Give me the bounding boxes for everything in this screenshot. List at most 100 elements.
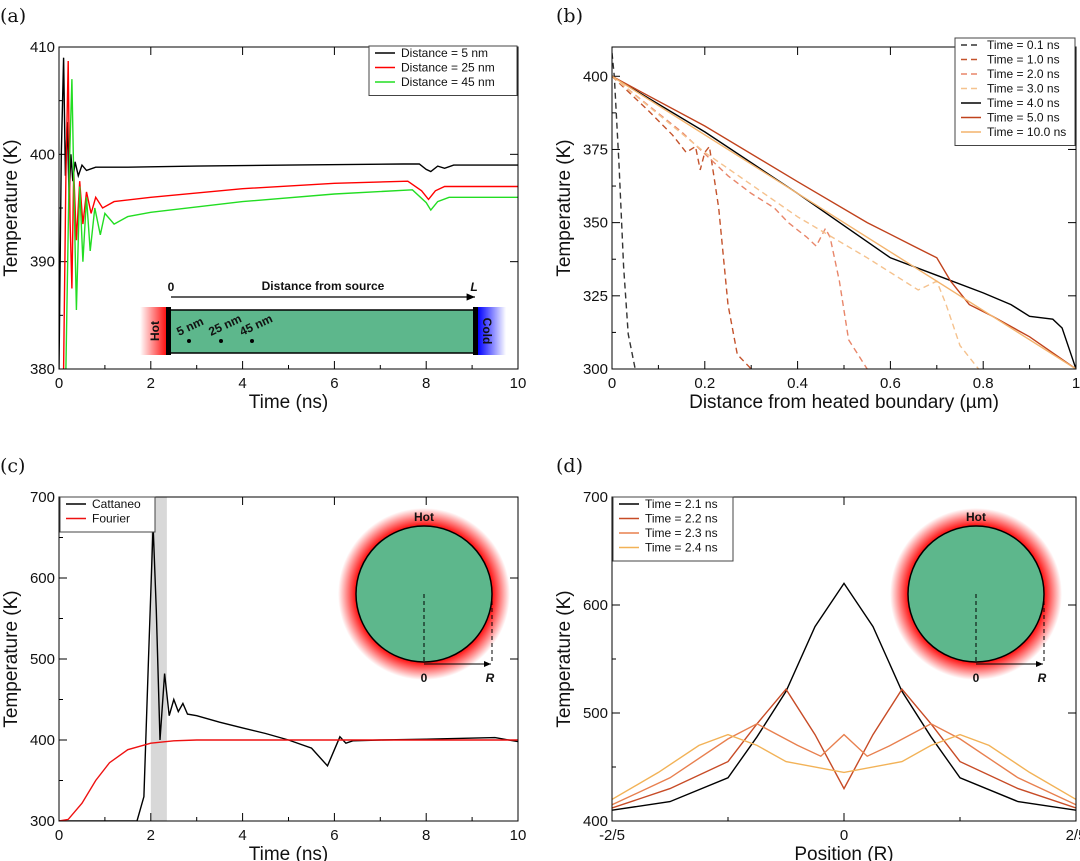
legend-entry: Cattaneo	[92, 497, 141, 511]
end-label: L	[470, 280, 477, 294]
legend-box	[954, 37, 1076, 146]
y-tick-label: 325	[583, 288, 608, 305]
y-tick-label: 400	[583, 68, 608, 85]
plot-frame	[58, 46, 519, 370]
cold-boundary	[473, 307, 478, 355]
x-tick-label: 2	[147, 375, 155, 392]
series-line-1	[59, 739, 518, 821]
panel-label: (b)	[556, 5, 583, 27]
series-line-5	[612, 75, 1076, 369]
panel-b: (b) 0 0.2 0.4 0.6 0.8 1 300 325 350 375 400 Distance…	[554, 5, 1080, 413]
y-tick-label: 700	[30, 489, 55, 506]
rod	[168, 309, 476, 354]
series-line-6	[612, 75, 1076, 369]
series-line-1	[612, 688, 1076, 809]
probe-point	[219, 339, 223, 343]
legend-entry: Time = 2.2 ns	[645, 512, 718, 526]
x-axis-label: Distance from heated boundary (µm)	[689, 392, 999, 413]
series-line-2	[612, 723, 1076, 806]
disk-inset: Hot 0 R	[890, 508, 1062, 685]
panel-d: (d) -2/5 0 2/5 400 500 600 700 Position (R) Tempe…	[554, 455, 1080, 861]
legend-box	[59, 496, 156, 533]
series-line-4	[612, 75, 1076, 369]
hot-label: Hot	[966, 510, 986, 524]
x-tick-label: 0.6	[880, 375, 901, 392]
radius-label: R	[486, 671, 495, 685]
x-tick-label: 0	[608, 375, 616, 392]
hot-label: Hot	[414, 510, 434, 524]
x-tick-label: 0.8	[973, 375, 994, 392]
hot-label: Hot	[148, 321, 162, 341]
legend-entry: Time = 3.0 ns	[987, 82, 1060, 96]
series-line-2	[65, 79, 518, 369]
x-tick-label: 6	[330, 827, 338, 844]
legend-entry: Time = 4.0 ns	[987, 96, 1060, 110]
x-tick-label: 8	[422, 827, 430, 844]
x-tick-label: 0.4	[787, 375, 808, 392]
x-tick-label: 8	[422, 375, 430, 392]
y-tick-label: 300	[30, 813, 55, 830]
radius-label: R	[1038, 671, 1047, 685]
y-axis-label: Temperature (K)	[554, 590, 575, 727]
cold-label: Cold	[480, 318, 494, 345]
y-tick-label: 600	[583, 597, 608, 614]
y-tick-label: 400	[30, 146, 55, 163]
x-tick-label: 2/5	[1066, 827, 1080, 844]
x-axis-label: Position (R)	[794, 844, 893, 861]
x-tick-label: 0	[55, 375, 63, 392]
legend-box	[368, 45, 518, 96]
x-tick-label: 0	[840, 827, 848, 844]
y-axis-label: Temperature (K)	[1, 590, 22, 727]
x-axis-label: Time (ns)	[249, 392, 329, 413]
panel-c: (c) 0 2 4 6 8 10 300 400 500 600 700 Time (ns) Temper…	[0, 455, 526, 861]
legend-entry: Fourier	[92, 512, 130, 526]
axis-label: Distance from source	[262, 279, 385, 293]
y-tick-label: 350	[583, 215, 608, 232]
legend-entry: Time = 2.4 ns	[645, 541, 718, 555]
series-line-0	[612, 582, 1076, 811]
x-tick-label: 4	[238, 827, 246, 844]
y-tick-label: 400	[30, 732, 55, 749]
panel-label: (d)	[556, 455, 583, 477]
panel-a: (a) 0 2 4 6 8 10 380 390 400 410 Time (ns) Temperatu…	[0, 5, 526, 413]
x-tick-label: 10	[510, 827, 527, 844]
legend-entry: Time = 5.0 ns	[987, 111, 1060, 125]
y-tick-label: 500	[583, 705, 608, 722]
x-tick-label: 2	[147, 827, 155, 844]
series-line-3	[612, 75, 980, 369]
x-tick-label: 10	[510, 375, 527, 392]
legend-entry: Distance = 45 nm	[401, 75, 495, 89]
y-tick-label: 390	[30, 254, 55, 271]
series-line-0	[612, 52, 636, 369]
y-axis-label: Temperature (K)	[1, 139, 22, 276]
panel-label: (c)	[0, 455, 25, 477]
plot-frame	[611, 496, 1077, 822]
hot-boundary	[166, 307, 171, 355]
y-tick-label: 700	[583, 489, 608, 506]
legend-entry: Time = 2.0 ns	[987, 67, 1060, 81]
legend-entry: Distance = 5 nm	[401, 46, 488, 60]
series-line-0	[59, 525, 518, 821]
x-tick-label: 6	[330, 375, 338, 392]
x-tick-label: 0.2	[694, 375, 715, 392]
plot-frame	[58, 496, 519, 822]
panel-label: (a)	[0, 5, 26, 27]
legend-entry: Time = 2.3 ns	[645, 526, 718, 540]
legend-box	[612, 496, 734, 562]
y-tick-label: 380	[30, 361, 55, 378]
hot-gradient	[140, 307, 168, 355]
y-tick-label: 400	[583, 813, 608, 830]
legend-entry: Time = 0.1 ns	[987, 38, 1060, 52]
y-tick-label: 600	[30, 570, 55, 587]
legend-entry: Time = 2.1 ns	[645, 497, 718, 511]
start-label: 0	[168, 280, 175, 294]
probe-point	[250, 339, 254, 343]
x-tick-label: -2/5	[599, 827, 625, 844]
series-line-1	[62, 60, 518, 369]
y-tick-label: 300	[583, 361, 608, 378]
y-tick-label: 500	[30, 651, 55, 668]
